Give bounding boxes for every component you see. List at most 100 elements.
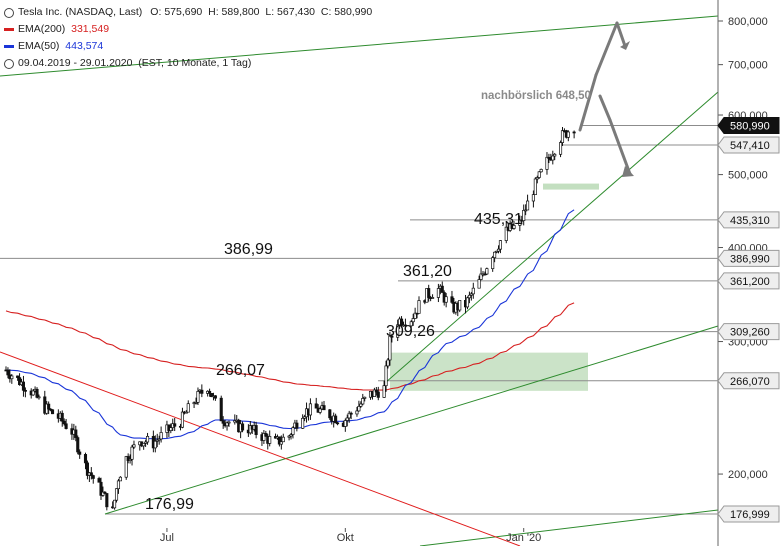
candle-body-105 bbox=[289, 434, 293, 437]
ema200-label: EMA(200) bbox=[18, 23, 66, 35]
candle-body-22 bbox=[62, 420, 66, 425]
candle-body-7 bbox=[21, 381, 26, 391]
candle-body-13 bbox=[37, 396, 41, 399]
candle-body-151 bbox=[413, 312, 417, 319]
projection-arrow-segment-2 bbox=[615, 21, 627, 48]
candle-body-179 bbox=[491, 257, 495, 270]
arrow-head-down bbox=[622, 166, 634, 177]
candle-body-150 bbox=[411, 318, 415, 323]
price-tag-label-4: 361,200 bbox=[730, 276, 770, 288]
candle-body-18 bbox=[50, 409, 55, 415]
candle-body-127 bbox=[347, 412, 351, 419]
price-tag-label-6: 266,070 bbox=[730, 376, 770, 388]
price-tag-3 bbox=[717, 249, 780, 267]
candle-body-10 bbox=[31, 390, 35, 396]
candle-body-52 bbox=[144, 441, 148, 444]
candle-body-30 bbox=[85, 462, 89, 476]
candle-body-188 bbox=[512, 225, 516, 229]
candle-body-126 bbox=[345, 417, 349, 421]
candle-body-156 bbox=[427, 288, 431, 298]
candle-body-128 bbox=[349, 412, 353, 415]
candle-body-191 bbox=[522, 210, 526, 221]
candle-body-44 bbox=[124, 456, 128, 478]
candle-body-35 bbox=[99, 481, 103, 496]
candle-body-196 bbox=[535, 177, 539, 180]
candle-body-75 bbox=[208, 390, 212, 394]
candle-body-56 bbox=[155, 439, 159, 442]
price-tag-1 bbox=[717, 136, 780, 154]
candle-body-146 bbox=[400, 318, 404, 326]
candle-body-202 bbox=[551, 155, 555, 161]
candle-body-16 bbox=[47, 403, 51, 410]
candle-body-79 bbox=[219, 397, 223, 422]
trend-line-4 bbox=[0, 351, 521, 546]
candle-body-76 bbox=[209, 393, 214, 398]
candle-body-28 bbox=[78, 451, 82, 455]
ema50-swatch bbox=[4, 45, 14, 48]
ema200-value: 331,549 bbox=[71, 23, 110, 35]
level-label-4: 361,20 bbox=[403, 263, 452, 280]
trend-line-2 bbox=[419, 509, 719, 546]
candle-body-12 bbox=[35, 388, 39, 398]
candle-body-40 bbox=[113, 499, 117, 509]
trend-line-1 bbox=[104, 325, 719, 515]
ohlc-close: C: 580,990 bbox=[320, 6, 373, 18]
candle-body-205 bbox=[560, 130, 565, 143]
level-label-2: 435,31 bbox=[474, 211, 523, 228]
period-note: (EST, 10 Monate, 1 Tag) bbox=[138, 57, 252, 69]
ema200-swatch bbox=[4, 28, 14, 31]
projection-arrow-segment-1 bbox=[594, 21, 619, 77]
ema50-label: EMA(50) bbox=[18, 40, 60, 52]
candle-body-184 bbox=[504, 226, 508, 241]
price-tag-label-2: 435,310 bbox=[730, 215, 770, 227]
candle-body-171 bbox=[467, 294, 471, 299]
candle-body-82 bbox=[225, 422, 229, 427]
price-tag-0 bbox=[717, 117, 780, 135]
candle-body-70 bbox=[194, 402, 198, 404]
afterhours-annotation: nachbörslich 648,50 bbox=[481, 90, 591, 102]
candle-body-139 bbox=[382, 385, 386, 398]
candle-body-110 bbox=[303, 416, 307, 419]
candle-body-65 bbox=[180, 411, 184, 428]
candle-body-149 bbox=[409, 321, 413, 327]
candle-body-193 bbox=[526, 200, 530, 211]
y-tick-label-3: 500,000 bbox=[728, 170, 768, 182]
level-label-5: 309,26 bbox=[386, 323, 435, 340]
candle-body-78 bbox=[213, 395, 217, 399]
candle-body-132 bbox=[361, 398, 365, 405]
candle-body-4 bbox=[16, 375, 20, 378]
legend-ema200: EMA(200) 331,549 bbox=[4, 21, 372, 38]
candle-body-170 bbox=[465, 297, 470, 308]
level-label-6: 266,07 bbox=[216, 362, 265, 379]
candle-body-158 bbox=[431, 297, 435, 299]
level-label-3: 386,99 bbox=[224, 241, 273, 258]
price-tag-label-5: 309,260 bbox=[730, 327, 770, 339]
candle-body-174 bbox=[477, 279, 481, 289]
legend-title-row: Tesla Inc. (NASDAQ, Last) O: 575,690 H: … bbox=[4, 4, 372, 21]
legend-period: 09.04.2019 - 29.01.2020 (EST, 10 Monate,… bbox=[4, 55, 372, 72]
candle-body-33 bbox=[91, 475, 95, 479]
candle-body-119 bbox=[328, 409, 332, 419]
candle-body-71 bbox=[196, 391, 200, 403]
target-zone-rect bbox=[543, 183, 599, 190]
projection-arrow-segment-0 bbox=[578, 73, 598, 132]
x-tick-label-2: Jan '20 bbox=[506, 532, 541, 544]
candle-body-55 bbox=[153, 440, 157, 449]
candle-body-199 bbox=[545, 156, 549, 170]
candle-body-57 bbox=[157, 438, 161, 441]
candle-body-3 bbox=[10, 375, 14, 380]
candle-body-148 bbox=[403, 324, 407, 327]
candle-body-163 bbox=[444, 296, 448, 303]
legend-ema50: EMA(50) 443,574 bbox=[4, 38, 372, 55]
candle-body-180 bbox=[493, 251, 497, 259]
candle-body-27 bbox=[76, 437, 80, 453]
candle-body-32 bbox=[89, 472, 93, 476]
candle-body-63 bbox=[173, 423, 177, 427]
price-tag-label-0: 580,990 bbox=[730, 121, 770, 133]
candle-body-104 bbox=[287, 435, 291, 438]
candle-body-140 bbox=[384, 365, 388, 387]
candle-body-96 bbox=[264, 433, 268, 437]
ohlc-open: O: 575,690 bbox=[150, 6, 203, 18]
price-tag-4 bbox=[717, 272, 780, 290]
